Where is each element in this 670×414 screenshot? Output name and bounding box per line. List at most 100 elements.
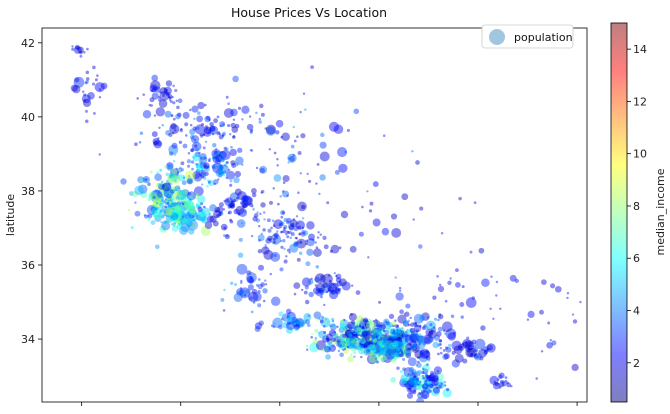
data-point [263,249,274,260]
data-point [462,358,468,364]
data-point [424,379,428,383]
data-point [388,341,392,345]
data-point [98,153,101,156]
data-point [368,339,373,344]
data-point [184,200,187,203]
data-point [293,139,297,143]
data-point [371,337,377,344]
y-axis-label: latitude [4,194,17,236]
data-point [84,81,88,85]
data-point [335,339,344,348]
data-point [339,333,346,340]
data-point [442,353,449,360]
data-point [222,207,226,211]
data-point [164,205,167,209]
data-point [335,277,342,283]
data-point [176,171,180,174]
data-point [250,234,254,238]
data-point [170,168,179,178]
data-point [169,186,179,196]
data-point [379,337,383,341]
data-point [465,340,468,344]
data-point [549,339,552,342]
data-point [251,192,257,198]
data-point [388,313,395,320]
data-point [178,212,182,217]
data-point [257,278,261,281]
data-point [287,223,295,230]
data-point [375,344,380,349]
data-point [374,350,379,355]
data-point [367,338,371,343]
data-point [225,95,229,99]
data-point [196,163,199,166]
data-point [170,173,176,179]
data-point [351,332,355,336]
data-point [260,202,266,208]
data-point [240,281,243,284]
data-point [218,202,224,208]
data-point [355,346,359,350]
data-point [254,322,263,330]
data-point [234,170,242,178]
data-point [155,189,158,193]
data-point [479,356,484,361]
data-point [188,178,193,183]
data-point [379,344,384,349]
data-point [213,179,219,185]
data-point [193,216,197,220]
data-point [346,344,350,348]
data-point [437,313,444,320]
data-point [514,278,519,284]
data-point [328,283,332,286]
data-point [213,210,222,219]
data-point [310,277,313,280]
data-point [389,343,394,348]
data-point [384,346,388,349]
data-point [433,378,437,383]
data-point [365,349,371,355]
data-point [391,343,395,347]
data-point [404,311,410,317]
data-point [270,296,281,307]
data-point [236,219,246,228]
data-point [340,333,344,337]
data-point [381,345,384,348]
data-point [168,95,171,99]
data-point [129,191,134,196]
data-point [170,222,174,226]
data-point [439,343,442,346]
data-point [236,263,248,275]
data-point [433,366,442,375]
data-point [405,303,411,309]
data-point [393,338,396,342]
data-point [295,319,299,323]
data-point [413,379,420,386]
data-point [98,88,102,91]
data-point [402,367,406,371]
data-point [160,200,165,204]
data-point [362,330,369,337]
data-point [354,332,358,335]
data-point [395,292,404,301]
data-point [163,86,172,96]
data-point [460,345,464,349]
data-point [369,342,372,346]
data-point [455,268,459,272]
data-point [174,88,178,93]
data-point [386,334,398,346]
data-point [421,383,429,390]
data-point [176,215,180,219]
data-point [416,335,424,343]
data-point [408,387,411,391]
data-point [180,216,183,219]
data-point [305,261,311,267]
data-point [298,232,302,236]
data-point [289,156,295,162]
data-point [209,204,217,212]
data-point [363,328,367,332]
data-point [449,277,452,280]
data-point [331,291,334,294]
data-point [437,318,440,322]
data-point [239,287,251,299]
